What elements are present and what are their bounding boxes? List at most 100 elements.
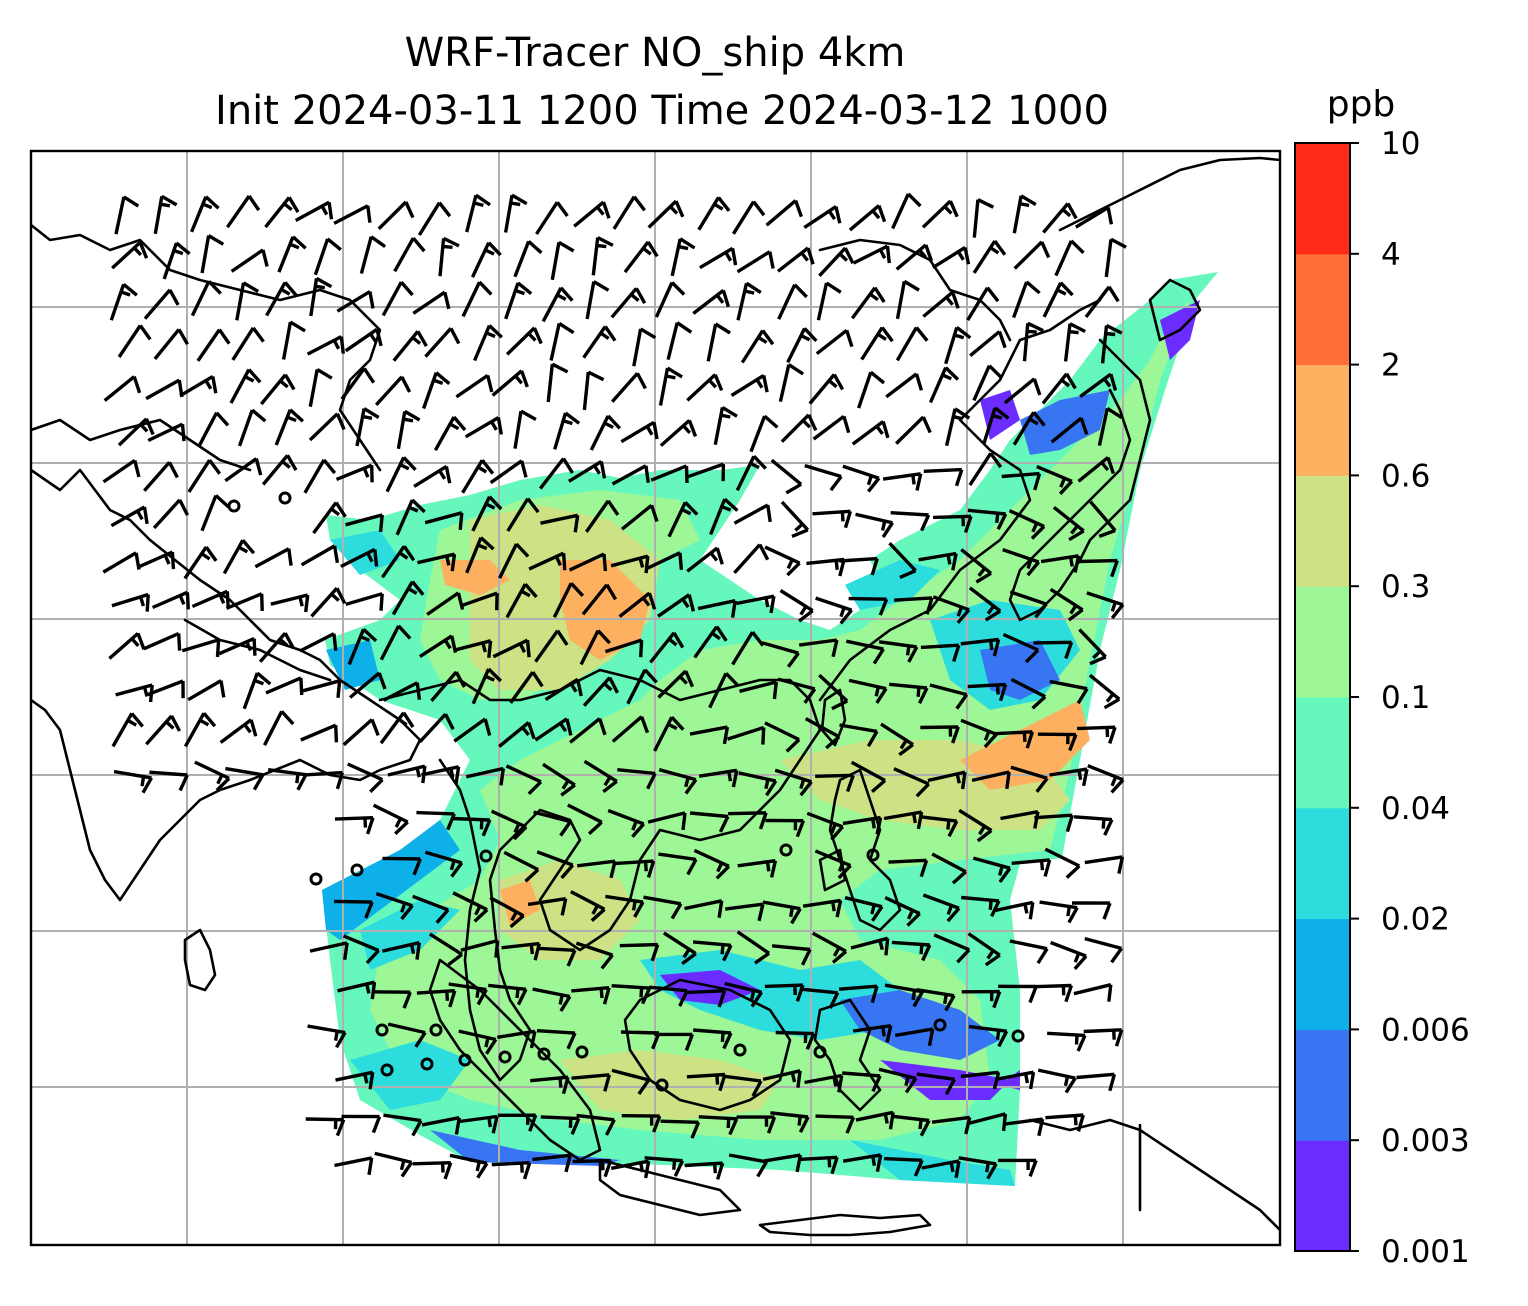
wind-barb	[421, 765, 461, 784]
wind-barb	[659, 419, 698, 447]
wind-barb	[546, 362, 569, 403]
wind-barb	[692, 289, 731, 315]
wind-barb	[1097, 406, 1123, 446]
wind-barb	[579, 629, 611, 666]
wind-barb	[1013, 240, 1051, 270]
wind-barb	[453, 639, 493, 658]
wind-barb	[890, 511, 931, 532]
wind-barb	[145, 714, 182, 746]
wind-barb	[488, 983, 528, 1006]
wind-barb	[923, 467, 964, 487]
wind-barb	[497, 1113, 538, 1132]
wind-barb	[838, 984, 879, 1004]
wind-barb	[883, 810, 924, 830]
wind-barb	[944, 407, 971, 447]
wind-barb	[918, 815, 959, 838]
wind-barb	[643, 895, 683, 920]
wind-barb	[967, 508, 1008, 531]
wind-barb	[465, 766, 505, 786]
wind-barb	[771, 944, 812, 966]
wind-barb	[610, 287, 647, 319]
wind-barb	[567, 803, 603, 835]
wind-barb	[583, 759, 618, 794]
wind-barb	[724, 981, 764, 1008]
wind-barb	[724, 902, 765, 922]
wind-barb	[194, 760, 231, 792]
wind-barb	[568, 460, 607, 483]
calm-wind-marker	[458, 1053, 472, 1067]
wind-barb	[340, 547, 379, 569]
wind-barb	[920, 643, 961, 663]
colorbar-tick-label: 10	[1381, 126, 1420, 162]
wind-barb	[294, 200, 334, 222]
wind-barb	[855, 512, 894, 539]
wind-barb	[382, 681, 422, 702]
wind-barb	[307, 1024, 347, 1049]
wind-barb	[839, 556, 879, 576]
calm-wind-marker	[813, 1045, 827, 1059]
wind-barb	[416, 989, 457, 1008]
wind-barb	[230, 248, 269, 273]
wind-barb	[576, 1113, 616, 1136]
wind-barb	[697, 599, 737, 618]
wind-barb	[451, 816, 492, 837]
wind-barb	[310, 587, 347, 618]
wind-barb	[505, 326, 543, 356]
wind-barb	[464, 416, 503, 439]
wind-barb	[113, 769, 153, 794]
wind-barb	[1002, 632, 1040, 664]
wind-barb	[1084, 936, 1123, 964]
wind-barb	[1010, 765, 1049, 793]
wind-barb	[196, 328, 231, 362]
wind-barb	[424, 850, 464, 878]
wind-barb	[346, 762, 384, 794]
wind-barb	[884, 896, 921, 927]
wind-barb	[300, 723, 339, 743]
wind-barb	[1063, 322, 1086, 362]
wind-barb	[541, 286, 574, 323]
wind-barb	[765, 199, 803, 227]
wind-barb	[895, 326, 929, 362]
wind-barb	[379, 711, 415, 745]
wind-barb	[1033, 640, 1074, 659]
wind-barb	[687, 462, 726, 482]
wind-barb	[693, 848, 731, 880]
wind-barb	[190, 195, 220, 233]
wind-barb	[968, 452, 1003, 487]
colorbar-cell	[1295, 807, 1350, 920]
wind-barb	[102, 458, 141, 484]
wind-barb	[200, 494, 230, 532]
wind-barb	[647, 199, 685, 229]
wind-barb	[359, 235, 387, 274]
wind-barb	[265, 281, 298, 317]
wind-barb	[137, 550, 176, 570]
wind-barb	[777, 283, 808, 320]
wind-barb	[471, 667, 502, 705]
colorbar-tick-label: 0.04	[1381, 791, 1450, 827]
wind-barb	[736, 594, 776, 614]
wind-barb	[1041, 372, 1077, 405]
wind-barb	[1089, 500, 1117, 538]
wind-barb	[928, 366, 960, 404]
wind-barb	[573, 200, 611, 228]
wind-barb	[197, 411, 230, 448]
wind-barb	[1001, 471, 1042, 491]
calm-wind-marker	[227, 499, 241, 513]
wind-barb	[179, 374, 218, 398]
wind-barb	[1000, 810, 1040, 829]
wind-barb	[308, 367, 333, 408]
wind-barb	[968, 1112, 1008, 1132]
wind-barb	[111, 592, 150, 612]
wind-barb	[884, 983, 924, 1008]
wind-barb	[153, 194, 178, 235]
wind-barb	[620, 503, 659, 531]
wind-barb	[617, 768, 657, 790]
wind-barb	[1011, 858, 1052, 877]
wind-barb	[162, 241, 191, 280]
wind-barb	[786, 327, 818, 364]
wind-barb	[804, 1073, 844, 1093]
wind-barb	[333, 204, 372, 225]
wind-barb	[335, 1070, 375, 1090]
wind-barb	[966, 286, 1000, 321]
